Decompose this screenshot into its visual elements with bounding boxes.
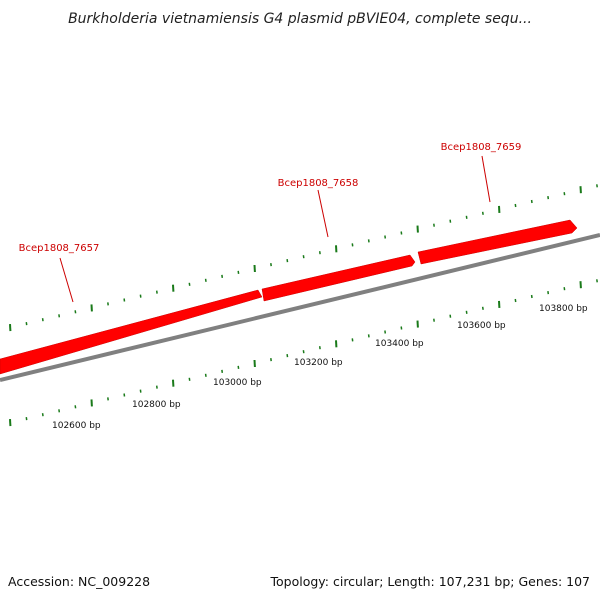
map-title: Burkholderia vietnamiensis G4 plasmid pB… — [68, 11, 532, 27]
gene-arrow-bcep1808-7657[interactable] — [0, 289, 263, 375]
ruler-label: 102600 bp — [52, 421, 101, 431]
gene-leader-bcep1808-7657 — [59, 257, 74, 303]
ruler-label: 103400 bp — [375, 339, 424, 349]
ruler-label: 103200 bp — [294, 358, 343, 368]
gene-label-bcep1808-7657[interactable]: Bcep1808_7657 — [19, 243, 100, 254]
ruler-label: 103000 bp — [213, 378, 262, 388]
summary-text: Topology: circular; Length: 107,231 bp; … — [270, 574, 591, 589]
outer-tick-track — [9, 184, 598, 332]
gene-leader-bcep1808-7658 — [317, 189, 329, 238]
gene-leader-bcep1808-7659 — [481, 155, 491, 203]
ruler-label: 103600 bp — [457, 321, 506, 331]
inner-tick-track — [9, 279, 598, 427]
gene-label-bcep1808-7658[interactable]: Bcep1808_7658 — [278, 178, 359, 189]
ruler-label: 103800 bp — [539, 304, 588, 314]
gene-arrow-bcep1808-7659[interactable] — [417, 219, 578, 265]
ruler-label: 102800 bp — [132, 400, 181, 410]
ruler-label-layer: 102600 bp 102800 bp 103000 bp 103200 bp … — [52, 304, 588, 431]
backbone-line — [0, 233, 600, 382]
gene-arrow-bcep1808-7658[interactable] — [261, 254, 416, 302]
accession-text: Accession: NC_009228 — [8, 574, 150, 589]
gene-label-layer: Bcep1808_7657 Bcep1808_7658 Bcep1808_765… — [19, 142, 522, 303]
gene-label-bcep1808-7659[interactable]: Bcep1808_7659 — [441, 142, 522, 153]
gene-track — [0, 219, 578, 375]
